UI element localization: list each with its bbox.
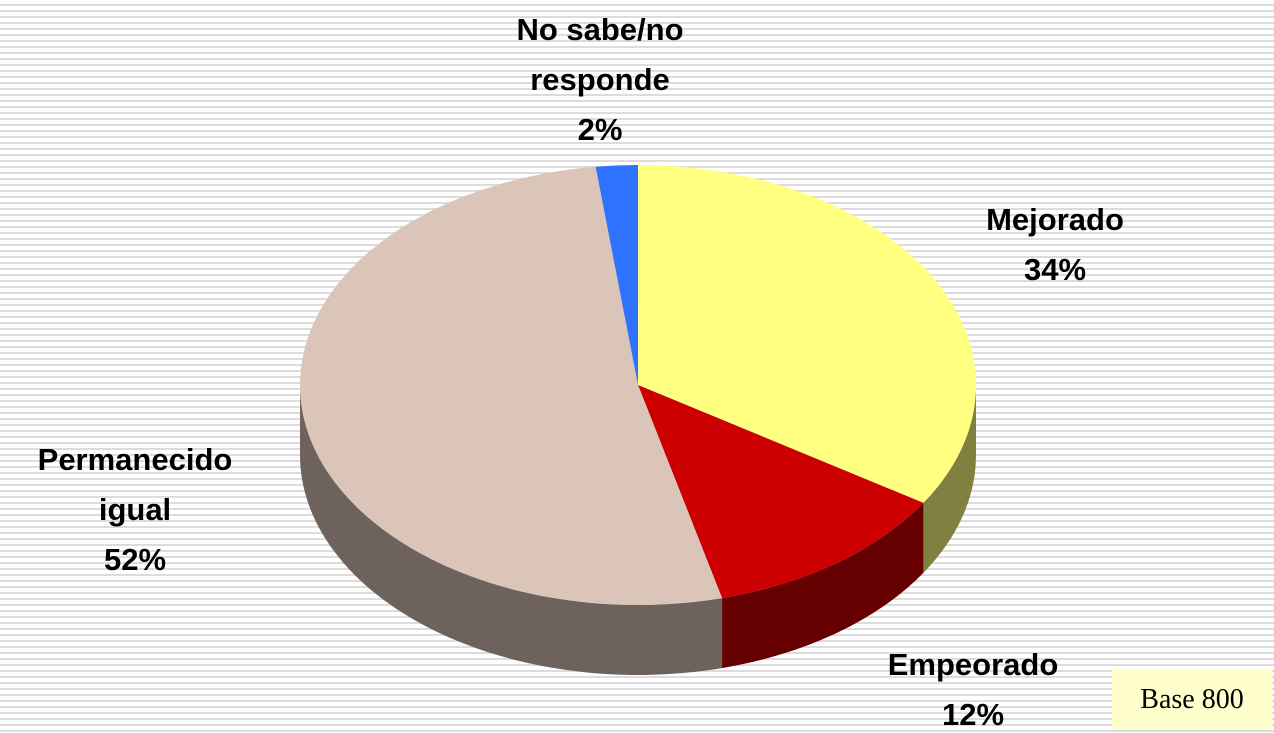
category-name: Permanecido igual xyxy=(37,442,233,527)
category-name: Empeorado xyxy=(887,647,1059,682)
value-label: 2% xyxy=(577,112,623,147)
slice-label: Permanecido igual 52% xyxy=(5,435,265,585)
slice-label: Empeorado 12% xyxy=(853,640,1093,733)
pie-side xyxy=(300,385,723,676)
category-name: Mejorado xyxy=(986,202,1124,237)
annotation: Base 800 xyxy=(1112,670,1272,730)
value-label: 52% xyxy=(103,542,167,577)
pie-slice xyxy=(595,165,638,385)
slice-label: No sabe/no responde 2% xyxy=(470,5,730,155)
value-label: 12% xyxy=(941,697,1005,732)
pie-side xyxy=(722,502,924,669)
pie-slice xyxy=(638,165,976,503)
pie-side xyxy=(923,385,976,573)
slice-label: Mejorado 34% xyxy=(955,195,1155,295)
pie-slice xyxy=(300,166,723,605)
pie-slice xyxy=(638,385,924,599)
value-label: 34% xyxy=(1023,252,1087,287)
category-name: No sabe/no responde xyxy=(516,12,684,97)
